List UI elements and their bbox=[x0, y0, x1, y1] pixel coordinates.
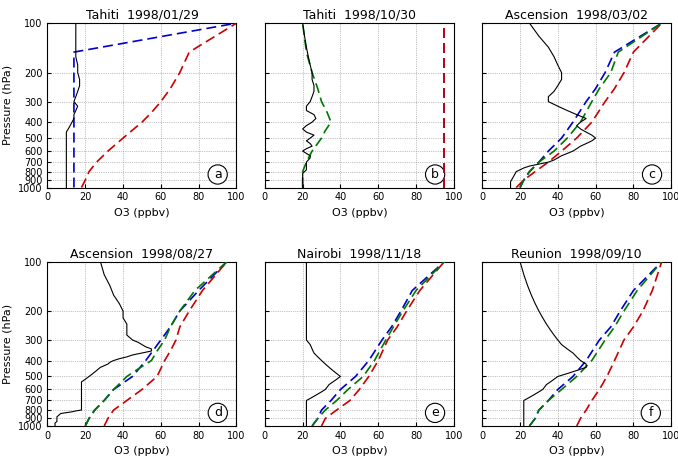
Y-axis label: Pressure (hPa): Pressure (hPa) bbox=[3, 304, 13, 384]
Title: Ascension  1998/08/27: Ascension 1998/08/27 bbox=[71, 247, 214, 260]
Text: e: e bbox=[431, 407, 439, 419]
Text: d: d bbox=[214, 407, 222, 419]
X-axis label: O3 (ppbv): O3 (ppbv) bbox=[332, 208, 387, 218]
Title: Reunion  1998/09/10: Reunion 1998/09/10 bbox=[511, 247, 642, 260]
Title: Nairobi  1998/11/18: Nairobi 1998/11/18 bbox=[297, 247, 422, 260]
Text: c: c bbox=[649, 168, 656, 181]
X-axis label: O3 (ppbv): O3 (ppbv) bbox=[114, 446, 170, 457]
X-axis label: O3 (ppbv): O3 (ppbv) bbox=[549, 208, 605, 218]
Text: f: f bbox=[649, 407, 653, 419]
X-axis label: O3 (ppbv): O3 (ppbv) bbox=[114, 208, 170, 218]
Text: a: a bbox=[214, 168, 222, 181]
Title: Tahiti  1998/10/30: Tahiti 1998/10/30 bbox=[303, 9, 416, 22]
X-axis label: O3 (ppbv): O3 (ppbv) bbox=[332, 446, 387, 457]
X-axis label: O3 (ppbv): O3 (ppbv) bbox=[549, 446, 605, 457]
Title: Tahiti  1998/01/29: Tahiti 1998/01/29 bbox=[85, 9, 199, 22]
Y-axis label: Pressure (hPa): Pressure (hPa) bbox=[3, 65, 13, 145]
Text: b: b bbox=[431, 168, 439, 181]
Title: Ascension  1998/03/02: Ascension 1998/03/02 bbox=[505, 9, 648, 22]
